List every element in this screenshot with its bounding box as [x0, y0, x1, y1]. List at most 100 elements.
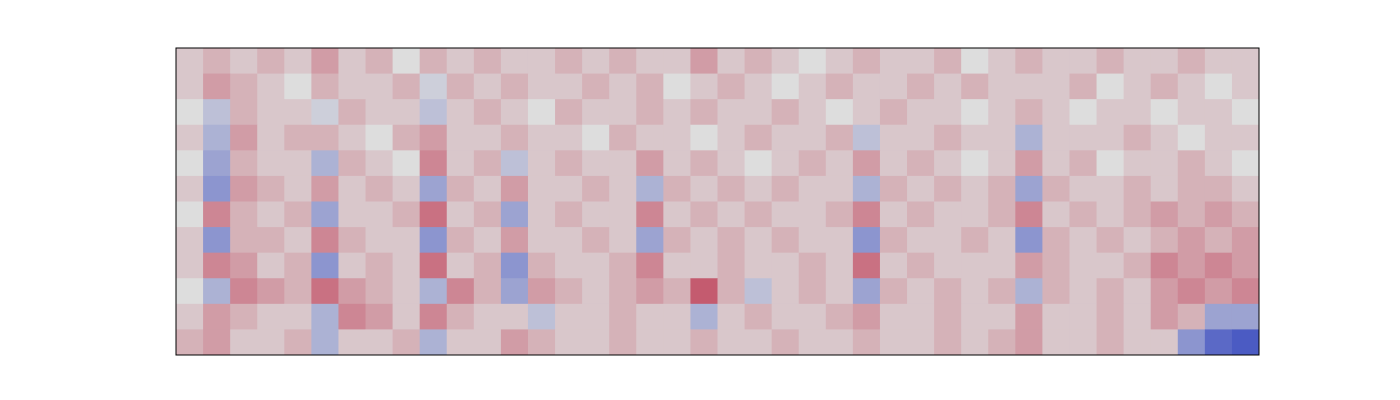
- heatmap-cell: [1096, 329, 1125, 356]
- heatmap-cell: [879, 252, 908, 279]
- heatmap-cell: [798, 175, 827, 202]
- heatmap-cell: [1150, 278, 1179, 305]
- heatmap-cell: [690, 252, 718, 279]
- heatmap-cell: [555, 175, 583, 202]
- heatmap-cell: [1015, 329, 1043, 356]
- heatmap-cell: [1096, 99, 1125, 126]
- heatmap-cell: [1015, 150, 1043, 177]
- heatmap-cell: [500, 124, 529, 151]
- heatmap-cell: [392, 99, 421, 126]
- heatmap-cell: [500, 73, 529, 100]
- heatmap-cell: [473, 329, 502, 356]
- heatmap-cell: [717, 201, 746, 228]
- heatmap-cell: [1015, 227, 1043, 254]
- heatmap-cell: [338, 99, 367, 126]
- heatmap-cell: [988, 227, 1016, 254]
- heatmap-cell: [798, 227, 827, 254]
- heatmap-cell: [203, 124, 231, 151]
- heatmap-cell: [365, 201, 394, 228]
- heatmap-cell: [663, 175, 691, 202]
- heatmap-cell: [1177, 73, 1206, 100]
- heatmap-cell: [609, 150, 637, 177]
- heatmap-cell: [907, 201, 935, 228]
- heatmap-cell: [473, 303, 502, 330]
- heatmap-cell: [717, 48, 746, 75]
- heatmap-cell: [988, 252, 1016, 279]
- heatmap-cell: [609, 252, 637, 279]
- heatmap-cell: [257, 252, 285, 279]
- heatmap-cell: [473, 124, 502, 151]
- heatmap-cell: [609, 329, 637, 356]
- heatmap-cell: [1231, 278, 1260, 305]
- heatmap-cell: [934, 227, 962, 254]
- heatmap-cell: [500, 303, 529, 330]
- heatmap-cell: [690, 278, 718, 305]
- heatmap-cell: [663, 124, 691, 151]
- heatmap-cell: [771, 48, 800, 75]
- heatmap-cell: [1204, 252, 1233, 279]
- heatmap-cell: [744, 124, 773, 151]
- heatmap-cell: [419, 201, 448, 228]
- heatmap-cell: [825, 124, 854, 151]
- heatmap-cell: [365, 99, 394, 126]
- heatmap-cell: [1204, 278, 1233, 305]
- heatmap-cell: [392, 124, 421, 151]
- heatmap-cell: [1042, 303, 1070, 330]
- heatmap-cell: [609, 175, 637, 202]
- heatmap-cell: [392, 175, 421, 202]
- heatmap-cell: [1204, 303, 1233, 330]
- heatmap-cell: [392, 150, 421, 177]
- heatmap-cell: [1150, 124, 1179, 151]
- heatmap-cell: [852, 48, 881, 75]
- heatmap-cell: [1177, 303, 1206, 330]
- heatmap-cell: [934, 73, 962, 100]
- heatmap-cell: [1150, 329, 1179, 356]
- heatmap-cell: [203, 329, 231, 356]
- heatmap-cell: [690, 227, 718, 254]
- heatmap-cell: [1150, 201, 1179, 228]
- heatmap-cell: [555, 227, 583, 254]
- heatmap-cell: [852, 329, 881, 356]
- heatmap-cell: [500, 227, 529, 254]
- heatmap-cell: [1042, 73, 1070, 100]
- heatmap-cell: [1096, 278, 1125, 305]
- heatmap-cell: [230, 329, 258, 356]
- heatmap-cell: [636, 329, 664, 356]
- heatmap-cell: [582, 99, 610, 126]
- heatmap-cell: [934, 303, 962, 330]
- heatmap-cell: [852, 99, 881, 126]
- heatmap-cell: [1015, 303, 1043, 330]
- heatmap-cell: [1015, 201, 1043, 228]
- heatmap-cell: [988, 73, 1016, 100]
- heatmap-cell: [907, 329, 935, 356]
- heatmap-cell: [690, 48, 718, 75]
- heatmap-cell: [690, 124, 718, 151]
- heatmap-cell: [934, 99, 962, 126]
- heatmap-cell: [203, 227, 231, 254]
- heatmap-cell: [771, 227, 800, 254]
- heatmap-cell: [473, 48, 502, 75]
- heatmap-cell: [934, 150, 962, 177]
- heatmap-cell: [230, 278, 258, 305]
- heatmap-cell: [311, 99, 339, 126]
- heatmap-cell: [1231, 175, 1260, 202]
- heatmap-cell: [176, 48, 204, 75]
- heatmap-cell: [473, 201, 502, 228]
- heatmap-cell: [500, 150, 529, 177]
- heatmap-cell: [365, 150, 394, 177]
- heatmap-cell: [1150, 99, 1179, 126]
- heatmap-cell: [500, 48, 529, 75]
- heatmap-cell: [500, 175, 529, 202]
- heatmap-cell: [446, 227, 475, 254]
- heatmap-cell: [1096, 201, 1125, 228]
- heatmap-cell: [1042, 150, 1070, 177]
- heatmap-cell: [1204, 150, 1233, 177]
- heatmap-cell: [555, 150, 583, 177]
- heatmap-cell: [257, 99, 285, 126]
- heatmap-cell: [771, 124, 800, 151]
- heatmap-cell: [879, 227, 908, 254]
- heatmap-cell: [555, 278, 583, 305]
- heatmap-cell: [338, 73, 367, 100]
- heatmap-cell: [663, 48, 691, 75]
- heatmap-cell: [690, 150, 718, 177]
